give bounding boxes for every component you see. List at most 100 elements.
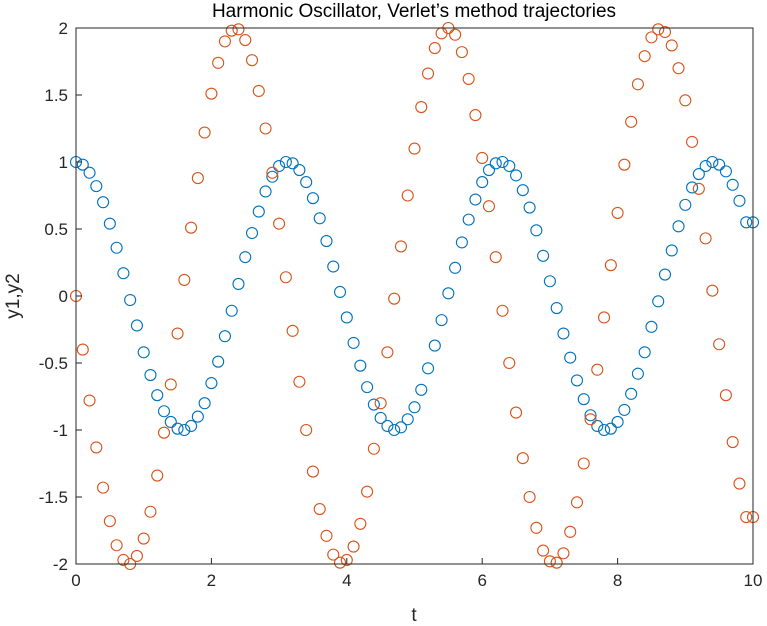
series-1-point	[279, 155, 292, 169]
series-1-point	[428, 339, 441, 352]
series-1-point	[83, 166, 96, 179]
series-2-point	[205, 87, 218, 100]
series-1-point	[178, 423, 191, 437]
series-2-point	[557, 547, 570, 560]
series-1-point	[320, 235, 333, 248]
y-tick-label: 2	[59, 19, 68, 38]
series-1-point	[496, 155, 509, 169]
series-2-point	[719, 389, 732, 402]
series-2-point	[482, 200, 496, 213]
series-2-point	[218, 35, 231, 48]
y-tick-label: 0.5	[44, 220, 68, 239]
series-1-point	[665, 244, 678, 257]
series-1-point	[686, 181, 699, 194]
series-1-point	[124, 293, 137, 307]
series-1-point	[394, 421, 408, 434]
series-1-point	[604, 422, 617, 435]
x-tick-label: 4	[342, 571, 351, 590]
series-2	[69, 21, 760, 571]
series-1-point	[401, 413, 414, 426]
series-2-point	[516, 452, 529, 465]
series-2-point	[740, 511, 753, 524]
series-2-point	[591, 363, 604, 376]
series-2-point	[273, 217, 286, 230]
series-2-point	[537, 544, 550, 557]
series-2-point	[611, 206, 624, 219]
series-1-point	[591, 419, 604, 433]
series-2-point	[76, 343, 89, 356]
y-tick-label: -1	[53, 421, 68, 440]
series-2-point	[645, 31, 658, 44]
series-2-point	[699, 232, 712, 245]
series-1-point	[347, 336, 360, 349]
series-2-point	[713, 338, 726, 351]
series-1-point	[462, 213, 475, 226]
series-2-point	[496, 304, 509, 317]
series-1-point	[692, 168, 705, 181]
series-1-point	[584, 409, 597, 422]
series-2-point	[354, 517, 367, 530]
series-2-point	[117, 553, 130, 567]
plot-area-background	[76, 28, 753, 564]
series-2-point	[509, 406, 523, 419]
series-2-point	[706, 284, 719, 297]
x-tick-label: 8	[613, 571, 622, 590]
y-tick-label: 0	[59, 287, 68, 306]
series-1	[69, 155, 760, 437]
tick-layer: 0 2 4 6 8 10 2 1.5 1 0.5 0 -0.5 -1 -1.5 -2	[39, 19, 763, 590]
series-1-point	[374, 411, 387, 424]
series-1-point	[577, 393, 590, 406]
series-2-point	[652, 23, 665, 36]
series-1-point	[523, 201, 536, 214]
series-1-point	[110, 241, 123, 254]
series-1-point	[205, 377, 218, 390]
series-2-point	[347, 540, 360, 553]
series-2-point	[212, 56, 225, 69]
series-2-point	[320, 529, 333, 542]
series-1-point	[652, 295, 665, 308]
series-2-point	[157, 426, 171, 439]
series-2-point	[462, 72, 475, 85]
series-2-point	[103, 515, 116, 528]
series-2-point	[327, 548, 340, 561]
series-1-point	[212, 355, 225, 368]
series-1-point	[489, 157, 502, 170]
series-2-point	[286, 324, 299, 337]
y-tick-label: -2	[53, 555, 68, 574]
series-1-point	[618, 403, 631, 416]
series-1-point	[225, 304, 238, 317]
series-2-point	[151, 469, 164, 482]
series-1-point	[631, 367, 644, 380]
series-2-point	[279, 271, 292, 284]
series-2-point	[361, 485, 374, 498]
series-2-point	[90, 441, 103, 454]
series-1-point	[76, 158, 89, 171]
series-1-point	[740, 216, 753, 229]
series-1-point	[449, 261, 462, 274]
x-tick-label: 6	[477, 571, 486, 590]
series-1-point	[516, 184, 529, 197]
series-2-point	[672, 62, 685, 75]
series-1-point	[421, 362, 435, 375]
series-1-point	[361, 381, 374, 394]
x-tick-label: 10	[744, 571, 763, 590]
series-1-point	[638, 346, 651, 359]
series-1-point	[482, 163, 496, 177]
series-2-point	[733, 477, 746, 490]
series-2-point	[340, 553, 353, 567]
series-2-point	[530, 521, 543, 534]
series-2-point	[421, 67, 435, 80]
series-1-point	[273, 159, 286, 173]
series-2-point	[604, 259, 617, 272]
series-1-point	[327, 260, 340, 273]
series-1-point	[97, 196, 110, 209]
series-2-point	[313, 503, 326, 516]
series-2-point	[631, 78, 644, 91]
series-2-point	[665, 39, 678, 52]
series-2-point	[658, 25, 672, 39]
series-2-point	[401, 189, 414, 202]
series-1-point	[245, 226, 259, 240]
series-1-point	[103, 217, 116, 230]
series-2-point	[638, 50, 651, 63]
